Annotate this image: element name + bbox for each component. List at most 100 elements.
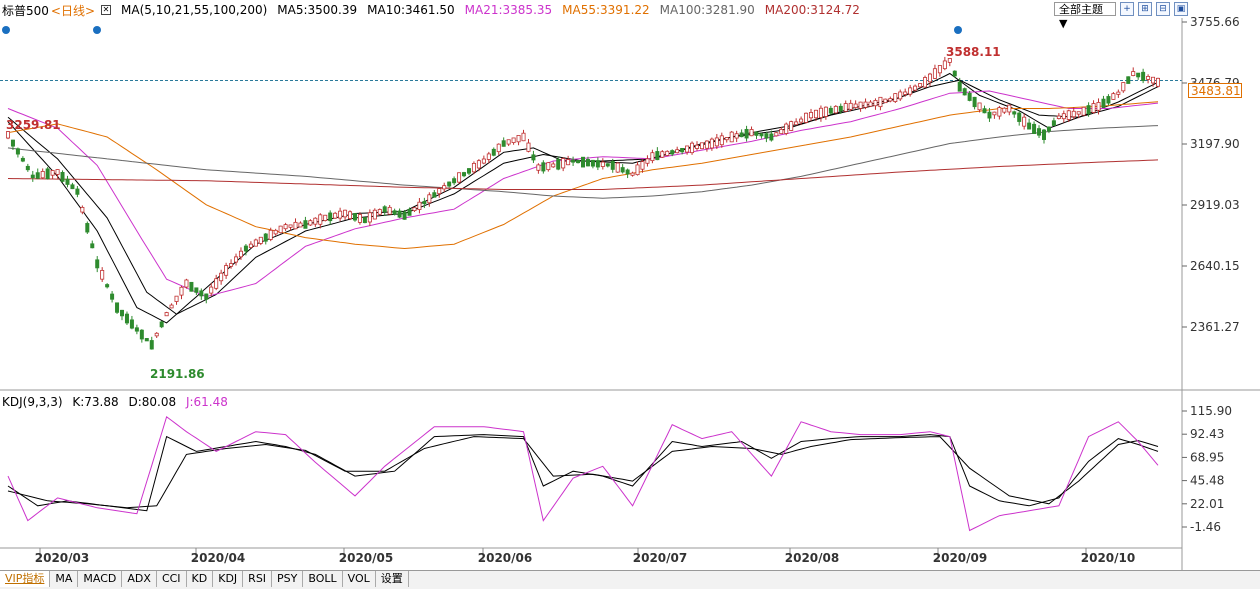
price-axis-label: 3197.90 (1190, 137, 1240, 151)
candle (987, 107, 992, 122)
candle (585, 156, 590, 167)
candle (357, 212, 362, 225)
candle-body (655, 151, 660, 161)
candle (452, 176, 457, 186)
ma55-line (7, 101, 1159, 250)
zoom-out-icon[interactable]: ⊟ (1156, 2, 1170, 16)
candle-body (283, 224, 288, 230)
candle-body (238, 250, 243, 258)
candle (843, 100, 848, 112)
candle (511, 137, 516, 145)
tab-0[interactable]: VIP指标 (0, 571, 51, 587)
candle (1002, 107, 1007, 115)
candle (432, 189, 437, 198)
candle-body (833, 105, 838, 114)
candle-body (298, 222, 303, 228)
tab-4[interactable]: CCI (156, 571, 187, 587)
candle (1081, 106, 1086, 116)
timeframe-label[interactable]: <日线> (50, 3, 96, 18)
tab-3[interactable]: ADX (122, 571, 157, 587)
candle (412, 207, 417, 212)
candle (823, 106, 828, 120)
candle-body (90, 243, 95, 249)
candle-body (377, 209, 382, 215)
ma-toggle-icon[interactable]: ✕ (101, 5, 112, 15)
candle-body (769, 133, 774, 141)
candle (640, 159, 645, 173)
candle (1056, 113, 1061, 120)
candle-body (154, 332, 159, 337)
candle-body (898, 91, 903, 100)
candle-body (144, 338, 149, 342)
candle-body (1012, 111, 1017, 115)
tab-1[interactable]: MA (50, 571, 79, 587)
candle-body (1096, 102, 1101, 111)
candle-body (328, 212, 333, 222)
tab-9[interactable]: BOLL (303, 571, 343, 587)
tab-8[interactable]: PSY (272, 571, 304, 587)
candle-body (704, 140, 709, 149)
candle-body (913, 85, 918, 91)
candle (50, 169, 55, 179)
candle (422, 197, 427, 209)
ma55-value: MA55:3391.22 (562, 3, 650, 17)
candle (972, 96, 977, 110)
tab-2[interactable]: MACD (78, 571, 123, 587)
candle-body (585, 159, 590, 167)
candle-body (818, 107, 823, 118)
candle-body (1051, 120, 1056, 126)
crosshair-icon[interactable]: + (1120, 2, 1134, 16)
theme-dropdown[interactable]: 全部主题 ▼ (1054, 2, 1116, 30)
candle (506, 139, 511, 147)
candle (348, 210, 353, 221)
tab-7[interactable]: RSI (243, 571, 273, 587)
candle (481, 155, 486, 165)
candle (932, 64, 937, 79)
candle-body (35, 172, 40, 179)
candle (709, 137, 714, 151)
candle-body (1111, 93, 1116, 100)
candle (848, 99, 853, 112)
fullscreen-icon[interactable]: ▣ (1174, 2, 1188, 16)
candle-body (804, 112, 809, 123)
candle (952, 70, 957, 78)
kdj-k-line (7, 434, 1159, 512)
tab-5[interactable]: KD (186, 571, 214, 587)
candle-body (932, 68, 937, 79)
candle-body (6, 131, 11, 139)
candle-body (134, 327, 139, 332)
candle-body (352, 213, 357, 221)
tab-6[interactable]: KDJ (213, 571, 244, 587)
tab-11[interactable]: 设置 (375, 571, 409, 587)
symbol-label: 标普500 (2, 3, 49, 18)
candle-body (1022, 116, 1027, 127)
candle-body (635, 164, 640, 176)
candle (809, 108, 814, 122)
tab-10[interactable]: VOL (342, 571, 376, 587)
candle-body (982, 108, 987, 114)
candle-body (333, 212, 338, 219)
kdj-d-value: D:80.08 (128, 395, 177, 409)
candle-body (1146, 76, 1151, 80)
candle-body (670, 150, 675, 155)
candle-body (878, 96, 883, 108)
candle (1022, 113, 1027, 130)
candle-body (348, 211, 353, 220)
kdj-d-line (7, 436, 1159, 509)
candle (442, 182, 447, 193)
zoom-in-icon[interactable]: ⊞ (1138, 2, 1152, 16)
candle (303, 216, 308, 229)
candle (45, 166, 50, 180)
candle-body (382, 206, 387, 213)
candle (328, 210, 333, 225)
candle (60, 170, 65, 183)
candle (268, 227, 273, 242)
candle (615, 162, 620, 173)
candle (308, 219, 313, 227)
candle (234, 253, 239, 266)
candle-body (40, 171, 45, 179)
candle-body (1081, 106, 1086, 116)
candle (387, 204, 392, 215)
candle-body (625, 169, 630, 175)
